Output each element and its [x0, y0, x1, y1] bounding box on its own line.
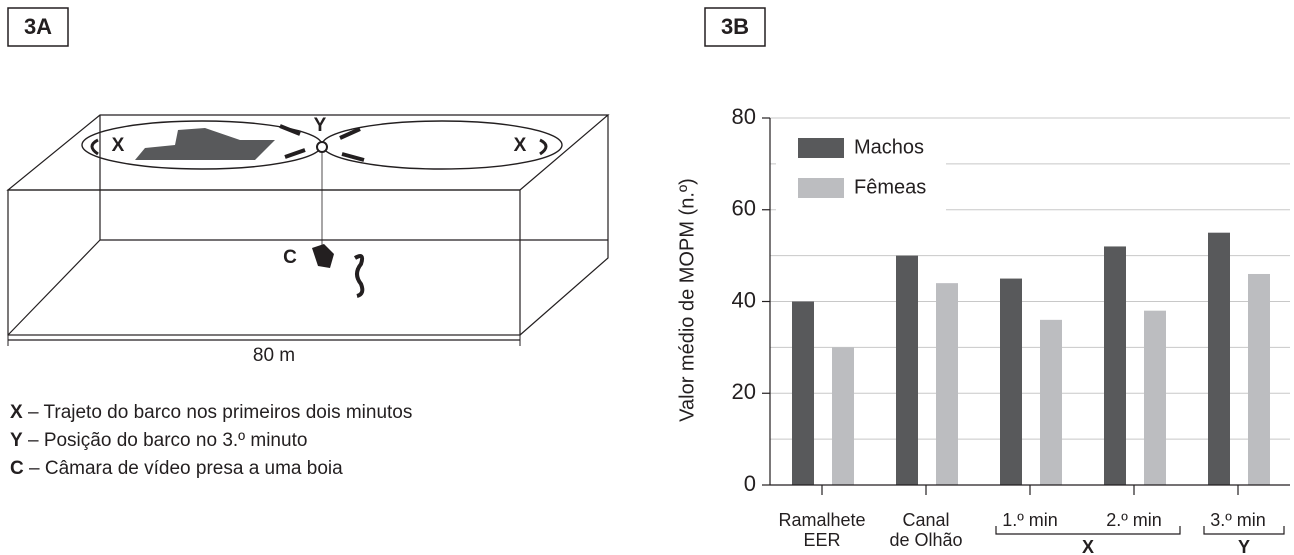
- panel-label-box: [7, 7, 69, 47]
- bar: [1000, 278, 1022, 485]
- panel-label: 3A: [24, 14, 52, 39]
- mark-label: X: [112, 135, 125, 156]
- bar: [1208, 232, 1230, 485]
- bar: [936, 283, 958, 485]
- y-tick-label: 0: [744, 471, 756, 496]
- x-tick-label: Canal: [902, 510, 949, 530]
- panel-label: 3B: [721, 14, 749, 39]
- y-tick-label: 20: [732, 379, 756, 404]
- group-label: X: [1082, 537, 1094, 555]
- scale-label: 80 m: [253, 345, 295, 366]
- legend-entry: C – Câmara de vídeo presa a uma boia: [10, 458, 343, 479]
- legend-entry: Y – Posição do barco no 3.º minuto: [10, 430, 307, 451]
- bar: [1040, 319, 1062, 485]
- group-bracket: [1203, 526, 1285, 535]
- x-tick-label: 1.º min: [1002, 510, 1058, 530]
- legend-key: X: [10, 402, 23, 423]
- x-tick-label: de Olhão: [889, 530, 962, 550]
- y-tick-label: 60: [732, 196, 756, 221]
- bar: [1248, 273, 1270, 485]
- x-tick-label: Ramalhete: [778, 510, 865, 530]
- mark-label: C: [283, 247, 297, 268]
- group-label: Y: [1238, 537, 1250, 555]
- legend-key: C: [10, 458, 24, 479]
- legend-a: X – Trajeto do barco nos primeiros dois …: [10, 402, 412, 479]
- mark-label: X: [514, 135, 527, 156]
- legend-entry: X – Trajeto do barco nos primeiros dois …: [10, 402, 412, 423]
- legend-swatch: [798, 138, 844, 158]
- mark-label: Y: [314, 115, 327, 136]
- y-axis-label: Valor médio de MOPM (n.º): [676, 178, 698, 422]
- legend-swatch: [798, 178, 844, 198]
- legend-label: Machos: [854, 136, 924, 158]
- panel-a: 3A X Y X C 80 m X – Trajeto do barco nos…: [6, 7, 610, 479]
- y-tick-label: 80: [732, 104, 756, 129]
- legend-text: – Trajeto do barco nos primeiros dois mi…: [28, 402, 412, 423]
- bar: [896, 255, 918, 485]
- legend-label: Fêmeas: [854, 176, 926, 198]
- legend-key: Y: [10, 430, 23, 451]
- bar: [1104, 246, 1126, 485]
- x-tick-label: 3.º min: [1210, 510, 1266, 530]
- panel-label-box: [704, 7, 766, 47]
- x-tick-label: EER: [803, 530, 840, 550]
- water-box: [6, 114, 610, 346]
- group-bracket: [995, 526, 1181, 535]
- y-tick-label: 40: [732, 287, 756, 312]
- legend-text: – Posição do barco no 3.º minuto: [28, 430, 307, 451]
- x-tick-label: 2.º min: [1106, 510, 1162, 530]
- legend-text: – Câmara de vídeo presa a uma boia: [29, 458, 343, 479]
- bar: [792, 301, 814, 485]
- bar: [1144, 310, 1166, 485]
- bar: [832, 347, 854, 485]
